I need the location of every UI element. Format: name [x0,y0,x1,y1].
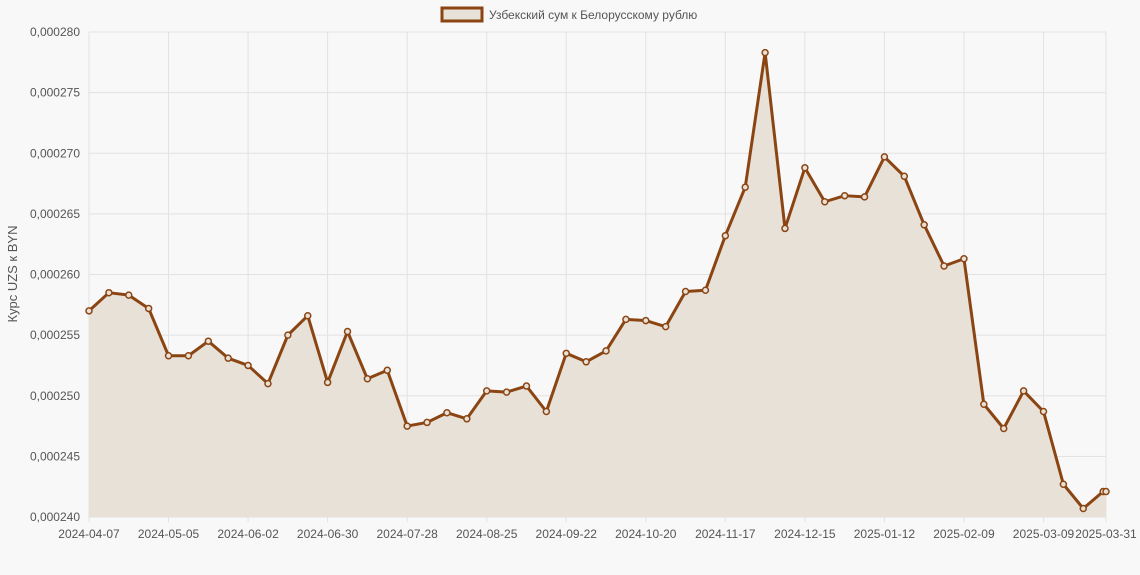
x-tick-label: 2024-05-05 [138,527,200,541]
data-point[interactable] [1019,387,1028,395]
data-point[interactable] [144,304,153,313]
data-point[interactable] [85,307,93,315]
data-point[interactable] [542,407,551,416]
data-point[interactable] [721,231,730,240]
data-points [85,48,1110,513]
data-point[interactable] [244,361,252,370]
data-point[interactable] [562,349,571,358]
data-point[interactable] [423,418,431,427]
data-point[interactable] [482,387,491,395]
x-tick-label: 2024-08-25 [456,527,518,541]
data-point[interactable] [920,221,928,229]
data-point[interactable] [303,311,312,320]
x-tick-label: 2025-02-09 [933,527,995,541]
data-point[interactable] [1039,407,1048,416]
y-tick-label: 0,000260 [30,268,80,282]
y-tick-label: 0,000265 [30,207,80,221]
data-point[interactable] [642,316,650,325]
data-point[interactable] [363,375,372,383]
x-axis-tick-labels: 2024-04-07 2024-05-05 2024-06-02 2024-06-30… [58,527,1137,541]
data-point[interactable] [821,198,829,206]
data-point[interactable] [960,254,968,263]
x-tick-label: 2024-04-07 [58,527,120,541]
x-tick-label: 2025-01-12 [854,527,916,541]
data-point[interactable] [164,351,173,360]
series-area-fill [89,52,1106,518]
y-tick-label: 0,000245 [30,449,80,463]
data-point[interactable] [403,422,411,430]
x-tick-label: 2024-06-02 [217,527,279,541]
x-tick-label: 2025-03-09 [1013,527,1075,541]
x-tick-label: 2024-12-15 [774,527,836,541]
y-axis-title: Курс UZS к BYN [5,226,20,323]
data-point[interactable] [204,337,213,345]
y-tick-label: 0,000240 [30,510,80,524]
data-point[interactable] [284,331,292,339]
x-tick-label: 2024-09-22 [536,527,598,541]
data-point[interactable] [900,172,909,181]
y-tick-label: 0,000275 [30,86,80,100]
x-tick-label: 2024-06-30 [297,527,359,541]
data-point[interactable] [840,191,849,200]
x-tick-label: 2024-10-20 [615,527,677,541]
legend[interactable]: Узбекский сум к Белорусскому рублю [440,6,697,23]
data-point[interactable] [602,347,610,355]
data-point[interactable] [741,183,749,191]
x-tick-label: 2024-07-28 [376,527,438,541]
y-axis-tick-labels: 0,000240 0,000245 0,000250 0,000255 0,000260… [30,25,80,524]
data-point[interactable] [1102,487,1110,496]
data-point[interactable] [701,286,710,295]
legend-swatch[interactable] [440,6,484,23]
data-point[interactable] [224,354,232,362]
data-point[interactable] [880,153,889,161]
data-point[interactable] [622,315,630,324]
x-tick-label: 2024-11-17 [695,527,756,541]
data-point[interactable] [264,379,272,388]
data-point[interactable] [323,378,332,387]
data-point[interactable] [661,322,670,331]
data-point[interactable] [463,415,471,423]
data-point[interactable] [443,408,451,417]
data-point[interactable] [980,400,988,408]
data-point[interactable] [1059,480,1068,489]
data-point[interactable] [761,48,769,57]
data-point[interactable] [940,262,948,270]
y-tick-label: 0,000255 [30,328,80,342]
data-point[interactable] [383,366,392,375]
x-tick-label: 2025-03-31 [1075,527,1137,541]
data-point[interactable] [999,424,1008,433]
data-point[interactable] [860,193,869,201]
legend-label[interactable]: Узбекский сум к Белорусскому рублю [489,8,697,22]
data-point[interactable] [343,327,352,336]
data-point[interactable] [502,388,511,396]
data-point[interactable] [681,287,690,296]
data-point[interactable] [1079,504,1088,513]
data-point[interactable] [125,291,133,299]
y-tick-label: 0,000270 [30,146,80,160]
data-point[interactable] [582,358,590,366]
data-point[interactable] [801,164,809,172]
data-point[interactable] [781,224,789,233]
data-point[interactable] [184,351,193,360]
data-point[interactable] [522,382,531,390]
y-tick-label: 0,000250 [30,389,80,403]
data-point[interactable] [105,288,113,297]
y-tick-label: 0,000280 [30,25,80,39]
